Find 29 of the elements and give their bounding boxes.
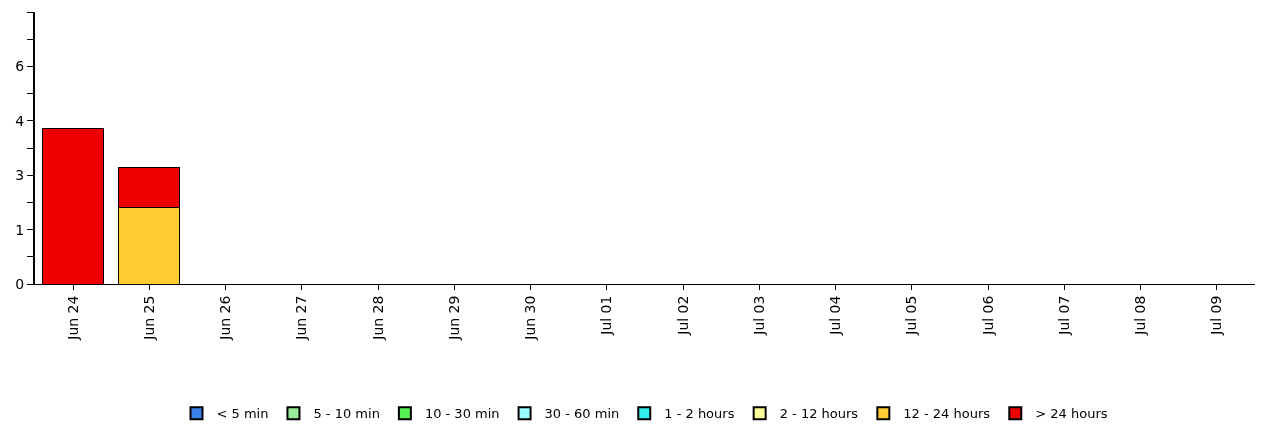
x-tick-label: Jul 07 [1055,295,1072,336]
legend-label: 30 - 60 min [544,406,620,422]
legend-label: < 5 min [216,406,269,422]
x-tick-label: Jun 24 [64,295,81,341]
x-tick-label: Jul 09 [1208,295,1225,336]
legend-label: 10 - 30 min [424,406,500,422]
x-tick-label: Jun 25 [140,295,157,341]
y-tick-label: 6 [15,58,25,75]
x-tick-label: Jun 26 [217,295,234,341]
x-tick-label: Jun 29 [445,295,462,341]
x-tick-label: Jul 03 [750,295,767,336]
legend-label: 5 - 10 min [313,406,380,422]
legend-label: > 24 hours [1035,406,1108,422]
x-tick-label: Jul 08 [1132,295,1149,336]
x-tick-label: Jul 06 [979,295,996,336]
x-tick-label: Jun 27 [293,295,310,341]
y-tick-label: 0 [15,275,25,292]
y-tick-label: 3 [15,167,25,184]
legend-label: 12 - 24 hours [903,406,991,422]
legend-label: 2 - 12 hours [779,406,859,422]
x-tick-label: Jul 05 [903,295,920,336]
legend-label: 1 - 2 hours [664,406,735,422]
x-tick-label: Jun 30 [522,295,539,341]
y-tick-label: 4 [15,112,25,129]
y-tick-label: 1 [15,221,25,238]
x-tick-label: Jun 28 [369,295,386,341]
x-tick-label: Jul 04 [827,295,844,336]
x-tick-label: Jul 02 [674,295,691,336]
x-tick-label: Jul 01 [598,295,615,336]
